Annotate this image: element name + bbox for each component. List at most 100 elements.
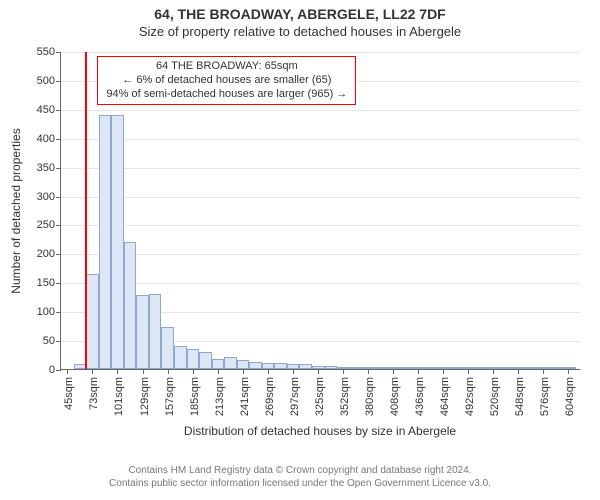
ytick-label: 350 xyxy=(37,162,61,174)
xtick-mark xyxy=(468,369,469,374)
histogram-bar xyxy=(136,295,149,369)
xtick-label: 297sqm xyxy=(289,377,301,416)
xtick-label: 185sqm xyxy=(189,377,201,416)
histogram-bar xyxy=(299,364,312,369)
gridline xyxy=(61,197,580,198)
histogram-bar xyxy=(400,367,413,369)
histogram-bar xyxy=(551,367,564,369)
marker-line xyxy=(85,52,87,369)
callout-line: ← 6% of detached houses are smaller (65) xyxy=(106,74,347,88)
xtick-label: 73sqm xyxy=(88,377,100,410)
xtick-label: 548sqm xyxy=(514,377,526,416)
histogram-bar xyxy=(74,364,87,369)
callout-line: 94% of semi-detached houses are larger (… xyxy=(106,88,347,102)
histogram-bar xyxy=(500,367,513,369)
ytick-label: 0 xyxy=(49,364,61,376)
xtick-mark xyxy=(368,369,369,374)
histogram-bar xyxy=(99,115,112,369)
xtick-mark xyxy=(518,369,519,374)
ytick-label: 450 xyxy=(37,104,61,116)
xtick-mark xyxy=(67,369,68,374)
xtick-label: 129sqm xyxy=(139,377,151,416)
xtick-label: 269sqm xyxy=(264,377,276,416)
gridline xyxy=(61,52,580,53)
ytick-label: 400 xyxy=(37,133,61,145)
plot: 05010015020025030035040045050055045sqm73… xyxy=(60,52,580,370)
xtick-mark xyxy=(443,369,444,374)
histogram-bar xyxy=(187,349,200,369)
callout-line: 64 THE BROADWAY: 65sqm xyxy=(106,60,347,74)
xtick-label: 576sqm xyxy=(539,377,551,416)
histogram-bar xyxy=(149,294,162,369)
histogram-bar xyxy=(174,346,187,369)
xtick-mark xyxy=(418,369,419,374)
xtick-label: 241sqm xyxy=(239,377,251,416)
xtick-mark xyxy=(268,369,269,374)
ytick-label: 150 xyxy=(37,277,61,289)
histogram-bar xyxy=(199,352,212,369)
page-subtitle: Size of property relative to detached ho… xyxy=(0,22,600,39)
gridline xyxy=(61,110,580,111)
xtick-label: 157sqm xyxy=(164,377,176,416)
ytick-label: 200 xyxy=(37,248,61,260)
xtick-mark xyxy=(493,369,494,374)
gridline xyxy=(61,139,580,140)
xtick-mark xyxy=(543,369,544,374)
xtick-mark xyxy=(293,369,294,374)
y-axis-title: Number of detached properties xyxy=(9,128,23,293)
xtick-mark xyxy=(218,369,219,374)
gridline xyxy=(61,283,580,284)
histogram-bar xyxy=(237,360,250,369)
histogram-bar xyxy=(525,367,538,369)
gridline xyxy=(61,225,580,226)
histogram-bar xyxy=(450,367,463,369)
ytick-label: 100 xyxy=(37,306,61,318)
xtick-mark xyxy=(343,369,344,374)
xtick-label: 492sqm xyxy=(464,377,476,416)
xtick-mark xyxy=(143,369,144,374)
histogram-bar xyxy=(475,367,488,369)
xtick-label: 380sqm xyxy=(364,377,376,416)
xtick-label: 45sqm xyxy=(63,377,75,410)
histogram-bar xyxy=(212,359,225,369)
callout-box: 64 THE BROADWAY: 65sqm← 6% of detached h… xyxy=(97,56,356,105)
histogram-bar xyxy=(111,115,124,369)
ytick-label: 250 xyxy=(37,219,61,231)
xtick-mark xyxy=(168,369,169,374)
histogram-bar xyxy=(375,367,388,369)
histogram-bar xyxy=(224,357,237,369)
xtick-label: 604sqm xyxy=(564,377,576,416)
chart-area: 05010015020025030035040045050055045sqm73… xyxy=(60,52,580,370)
xtick-label: 213sqm xyxy=(214,377,226,416)
ytick-label: 300 xyxy=(37,191,61,203)
gridline xyxy=(61,168,580,169)
gridline xyxy=(61,254,580,255)
footer-line: Contains public sector information licen… xyxy=(0,477,600,490)
xtick-label: 352sqm xyxy=(339,377,351,416)
histogram-bar xyxy=(249,362,262,369)
histogram-bar xyxy=(161,327,174,369)
x-axis-title: Distribution of detached houses by size … xyxy=(184,424,456,438)
xtick-label: 101sqm xyxy=(113,377,125,416)
xtick-mark xyxy=(193,369,194,374)
xtick-label: 464sqm xyxy=(439,377,451,416)
xtick-mark xyxy=(318,369,319,374)
xtick-mark xyxy=(92,369,93,374)
histogram-bar xyxy=(325,366,338,369)
xtick-label: 325sqm xyxy=(314,377,326,416)
ytick-label: 550 xyxy=(37,46,61,58)
ytick-label: 50 xyxy=(43,335,61,347)
xtick-mark xyxy=(393,369,394,374)
histogram-bar xyxy=(425,367,438,369)
xtick-label: 408sqm xyxy=(389,377,401,416)
histogram-bar xyxy=(124,242,137,369)
xtick-label: 436sqm xyxy=(414,377,426,416)
xtick-label: 520sqm xyxy=(489,377,501,416)
xtick-mark xyxy=(243,369,244,374)
footer: Contains HM Land Registry data © Crown c… xyxy=(0,464,600,490)
histogram-bar xyxy=(86,274,99,369)
xtick-mark xyxy=(568,369,569,374)
ytick-label: 500 xyxy=(37,75,61,87)
histogram-bar xyxy=(274,363,287,369)
histogram-bar xyxy=(350,367,363,369)
